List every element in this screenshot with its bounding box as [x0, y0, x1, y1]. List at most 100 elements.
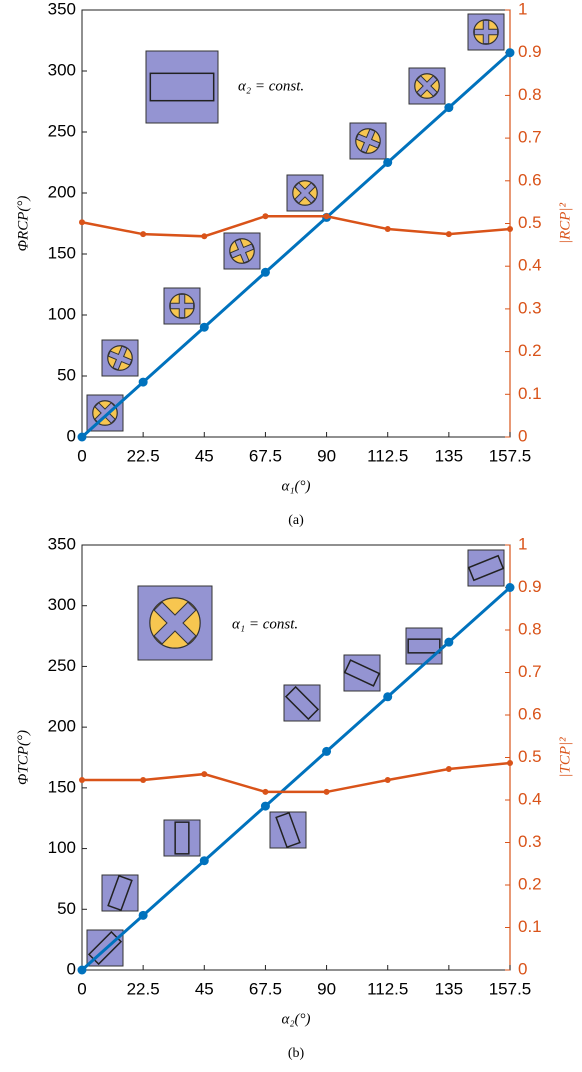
x-tick-label: 135: [435, 979, 463, 998]
unit-cell-icon: [163, 287, 201, 325]
y2-tick-label: 0.8: [518, 85, 542, 104]
data-point: [384, 226, 391, 233]
data-point: [507, 760, 513, 767]
icon-bar: [149, 72, 215, 102]
data-point: [77, 965, 87, 975]
y2-axis-label: |RCP|²: [557, 202, 573, 244]
annotation: α₂ = const.: [238, 78, 304, 94]
icon-cross: [153, 601, 197, 645]
x-tick-label: 157.5: [489, 446, 532, 465]
y-tick-label: 350: [48, 534, 76, 553]
unit-cell-icon: [137, 585, 213, 661]
icon-cross-shape: [107, 345, 133, 371]
unit-cell-icon: [349, 122, 387, 160]
y-tick-label: 200: [48, 717, 76, 736]
x-tick-label: 90: [317, 446, 336, 465]
data-point: [445, 765, 452, 772]
y2-tick-label: 0.4: [518, 789, 542, 808]
icon-cross: [473, 19, 499, 45]
y-tick-label: 350: [48, 0, 76, 18]
unit-cell-icon: [223, 232, 261, 270]
y-tick-label: 150: [48, 777, 76, 796]
x-tick-label: 22.5: [127, 979, 160, 998]
y2-tick-label: 0.2: [518, 341, 542, 360]
unit-cell-icon: [343, 654, 381, 692]
x-tick-label: 45: [195, 446, 214, 465]
data-point: [384, 777, 391, 784]
unit-cell-icon: [145, 50, 219, 124]
data-point: [260, 801, 270, 811]
data-point: [383, 692, 393, 702]
data-point: [322, 746, 332, 756]
series-line: [81, 586, 511, 972]
unit-cell-icon: [86, 394, 124, 432]
icon-cross-shape: [153, 601, 197, 645]
y2-tick-label: 0.3: [518, 832, 542, 851]
data-point: [445, 231, 452, 238]
x-tick-label: 67.5: [249, 979, 282, 998]
y-tick-label: 300: [48, 595, 76, 614]
y2-tick-label: 0.5: [518, 747, 542, 766]
y-tick-label: 50: [57, 899, 76, 918]
icon-cross: [294, 182, 316, 204]
data-point: [323, 788, 330, 795]
x-tick-label: 67.5: [249, 446, 282, 465]
y2-tick-label: 0.3: [518, 298, 542, 317]
icon-cross-shape: [473, 19, 499, 45]
y-tick-label: 300: [48, 60, 76, 79]
icon-bar: [107, 874, 133, 912]
y-tick-label: 50: [57, 365, 76, 384]
data-point: [140, 777, 147, 784]
y-tick-label: 150: [48, 243, 76, 262]
data-point: [201, 771, 208, 778]
y2-tick-label: 0.9: [518, 42, 542, 61]
y2-tick-label: 0.6: [518, 170, 542, 189]
y-axis-label: ΦRCP(°): [15, 196, 31, 252]
icon-cross: [229, 238, 255, 264]
data-point: [138, 910, 148, 920]
y-tick-label: 0: [67, 959, 76, 978]
data-point: [140, 231, 147, 238]
y2-tick-label: 0: [518, 426, 527, 445]
y2-tick-label: 1: [518, 534, 527, 553]
caption: (a): [288, 513, 304, 528]
series-line: [81, 214, 511, 238]
x-tick-label: 112.5: [367, 446, 408, 465]
x-tick-label: 0: [77, 446, 86, 465]
icon-bar: [174, 821, 190, 855]
x-axis-label: α₂(°): [281, 1011, 310, 1027]
icon-bar: [407, 638, 441, 654]
data-point: [79, 777, 85, 784]
y2-tick-label: 0.7: [518, 662, 542, 681]
icon-background: [283, 684, 321, 722]
icon-bar: [343, 659, 381, 687]
icon-bar: [467, 554, 505, 582]
icon-cross-shape: [416, 75, 438, 97]
caption: (b): [288, 1046, 305, 1061]
x-tick-label: 45: [195, 979, 214, 998]
x-tick-label: 135: [435, 446, 463, 465]
x-tick-label: 112.5: [367, 979, 408, 998]
data-point: [323, 213, 330, 220]
icon-cross: [169, 293, 195, 319]
y2-tick-label: 0: [518, 959, 527, 978]
y-tick-label: 0: [67, 426, 76, 445]
unit-cell-icon: [283, 684, 321, 722]
data-point: [262, 788, 269, 795]
y-tick-label: 100: [48, 304, 76, 323]
data-point: [199, 856, 209, 866]
data-point: [505, 583, 515, 592]
y2-tick-label: 0.4: [518, 256, 542, 275]
unit-cell-icon: [286, 174, 324, 212]
unit-cell-icon: [101, 339, 139, 377]
series-line: [80, 51, 512, 439]
y-tick-label: 250: [48, 656, 76, 675]
x-tick-label: 157.5: [489, 979, 532, 998]
data-point: [383, 158, 393, 167]
data-point: [507, 226, 513, 233]
y2-tick-label: 0.6: [518, 704, 542, 723]
y2-tick-label: 0.8: [518, 619, 542, 638]
series-line: [82, 761, 511, 794]
y2-tick-label: 1: [518, 0, 527, 18]
icon-cross-shape: [355, 128, 381, 154]
